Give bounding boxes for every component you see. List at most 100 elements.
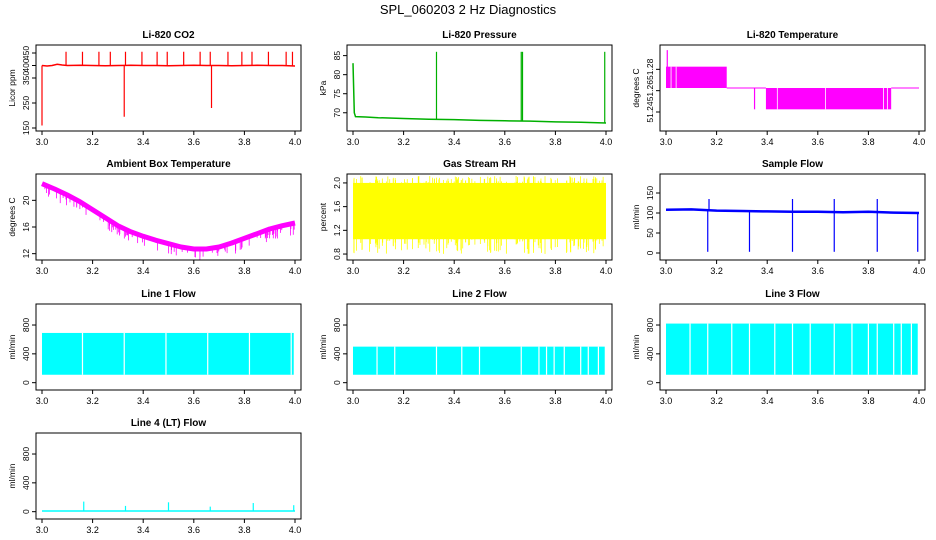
y-axis-label: ml/min	[631, 334, 641, 359]
y-axis-label: ml/min	[631, 204, 641, 229]
y-tick-label: 51.28	[645, 58, 655, 80]
y-axis-label: ml/min	[7, 334, 17, 359]
y-tick-label: 80	[332, 70, 342, 80]
x-tick-label: 4.0	[600, 396, 613, 406]
plot-area	[42, 501, 295, 512]
x-tick-label: 4.0	[289, 137, 302, 147]
x-tick-label: 3.2	[86, 525, 99, 535]
data-band	[42, 332, 294, 375]
data-level-band	[765, 88, 892, 110]
chart-title: Line 4 (LT) Flow	[131, 418, 207, 429]
x-tick-label: 3.8	[862, 266, 875, 276]
x-tick-label: 4.0	[289, 266, 302, 276]
plot-area	[352, 51, 607, 124]
plot-area	[353, 175, 606, 254]
x-tick-label: 3.8	[549, 266, 562, 276]
y-tick-label: 16	[21, 222, 31, 232]
chart-title: Li-820 Pressure	[442, 30, 517, 41]
x-tick-label: 3.2	[86, 266, 99, 276]
plot-area	[665, 199, 920, 252]
x-tick-label: 3.8	[238, 525, 251, 535]
y-tick-label: 150	[645, 186, 655, 200]
y-tick-label: 1.6	[332, 200, 342, 212]
y-axis-label: percent	[318, 202, 328, 231]
data-band	[353, 182, 606, 240]
chart-panel-7: Line 1 Flow 3.0 3.2 3.4 3.6 3.8 4.0 0 400 800 ml/m…	[7, 289, 302, 406]
chart-panel-10: Line 4 (LT) Flow 3.0 3.2 3.4 3.6 3.8 4.0 0 400 80…	[7, 418, 302, 535]
chart-title: Line 3 Flow	[765, 289, 820, 300]
y-tick-label: 400	[21, 58, 31, 72]
plot-area	[42, 332, 294, 375]
x-tick-label: 3.0	[347, 266, 360, 276]
x-tick-label: 3.2	[86, 396, 99, 406]
chart-title: Gas Stream RH	[443, 159, 516, 170]
x-tick-label: 3.4	[448, 396, 461, 406]
y-tick-label: 800	[21, 447, 31, 461]
data-level-band	[666, 66, 727, 88]
y-tick-label: 1.2	[332, 224, 342, 236]
x-tick-label: 3.2	[397, 137, 410, 147]
chart-title: Line 1 Flow	[141, 289, 196, 300]
plot-area	[666, 50, 919, 110]
plot-frame	[659, 303, 926, 391]
x-tick-label: 3.4	[137, 137, 150, 147]
x-tick-label: 3.2	[710, 396, 723, 406]
x-tick-label: 4.0	[913, 137, 926, 147]
x-tick-label: 4.0	[289, 396, 302, 406]
chart-panel-3: Li-820 Temperature 3.0 3.2 3.4 3.6 3.8 4.0 51.2…	[631, 30, 926, 147]
y-tick-label: 0	[645, 380, 655, 385]
x-tick-label: 3.2	[397, 396, 410, 406]
y-axis-label: Licor ppm	[7, 69, 17, 106]
x-tick-label: 3.6	[812, 266, 825, 276]
y-tick-label: 400	[645, 346, 655, 360]
y-axis-label: degrees C	[7, 197, 17, 236]
chart-panel-6: Sample Flow 3.0 3.2 3.4 3.6 3.8 4.0 0 50 100 150 ml…	[631, 159, 926, 276]
x-tick-label: 3.0	[660, 137, 673, 147]
y-tick-label: 51.26	[645, 80, 655, 102]
x-tick-label: 3.6	[812, 137, 825, 147]
x-tick-label: 3.4	[761, 396, 774, 406]
x-tick-label: 3.6	[499, 137, 512, 147]
data-series-line	[41, 63, 296, 67]
chart-panel-4: Ambient Box Temperature 3.0 3.2 3.4 3.6 3.8 4.…	[7, 159, 302, 276]
y-tick-label: 0.8	[332, 248, 342, 260]
x-tick-label: 3.0	[36, 137, 49, 147]
plot-frame	[35, 432, 302, 520]
x-tick-label: 3.0	[660, 396, 673, 406]
x-tick-label: 4.0	[600, 266, 613, 276]
y-tick-label: 800	[21, 318, 31, 332]
x-tick-label: 3.4	[761, 137, 774, 147]
x-tick-label: 3.8	[238, 266, 251, 276]
y-tick-label: 350	[21, 71, 31, 85]
x-tick-label: 3.2	[710, 137, 723, 147]
plot-area	[666, 323, 918, 375]
x-tick-label: 3.4	[448, 266, 461, 276]
x-tick-label: 3.4	[137, 525, 150, 535]
chart-title: Line 2 Flow	[452, 289, 507, 300]
y-tick-label: 450	[21, 46, 31, 60]
x-tick-label: 3.2	[397, 266, 410, 276]
y-tick-label: 800	[645, 318, 655, 332]
x-tick-label: 4.0	[913, 266, 926, 276]
plot-frame	[35, 44, 302, 132]
x-tick-label: 3.0	[36, 266, 49, 276]
x-tick-label: 3.6	[188, 137, 201, 147]
data-series-line	[352, 63, 607, 124]
data-series-line	[41, 181, 296, 252]
x-tick-label: 3.6	[188, 266, 201, 276]
y-tick-label: 150	[21, 121, 31, 135]
chart-panel-8: Line 2 Flow 3.0 3.2 3.4 3.6 3.8 4.0 0 400 800 ml/m…	[318, 289, 613, 406]
y-axis-label: ml/min	[7, 463, 17, 488]
plot-area	[41, 181, 296, 260]
x-tick-label: 3.4	[761, 266, 774, 276]
page-title: SPL_060203 2 Hz Diagnostics	[379, 2, 557, 17]
y-tick-label: 0	[645, 250, 655, 255]
plot-frame	[346, 173, 613, 261]
y-tick-label: 0	[21, 380, 31, 385]
y-tick-label: 400	[21, 475, 31, 489]
plot-area	[41, 51, 296, 126]
y-tick-label: 12	[21, 249, 31, 259]
x-tick-label: 3.0	[36, 525, 49, 535]
chart-title: Li-820 CO2	[142, 30, 195, 41]
data-band	[666, 323, 918, 375]
